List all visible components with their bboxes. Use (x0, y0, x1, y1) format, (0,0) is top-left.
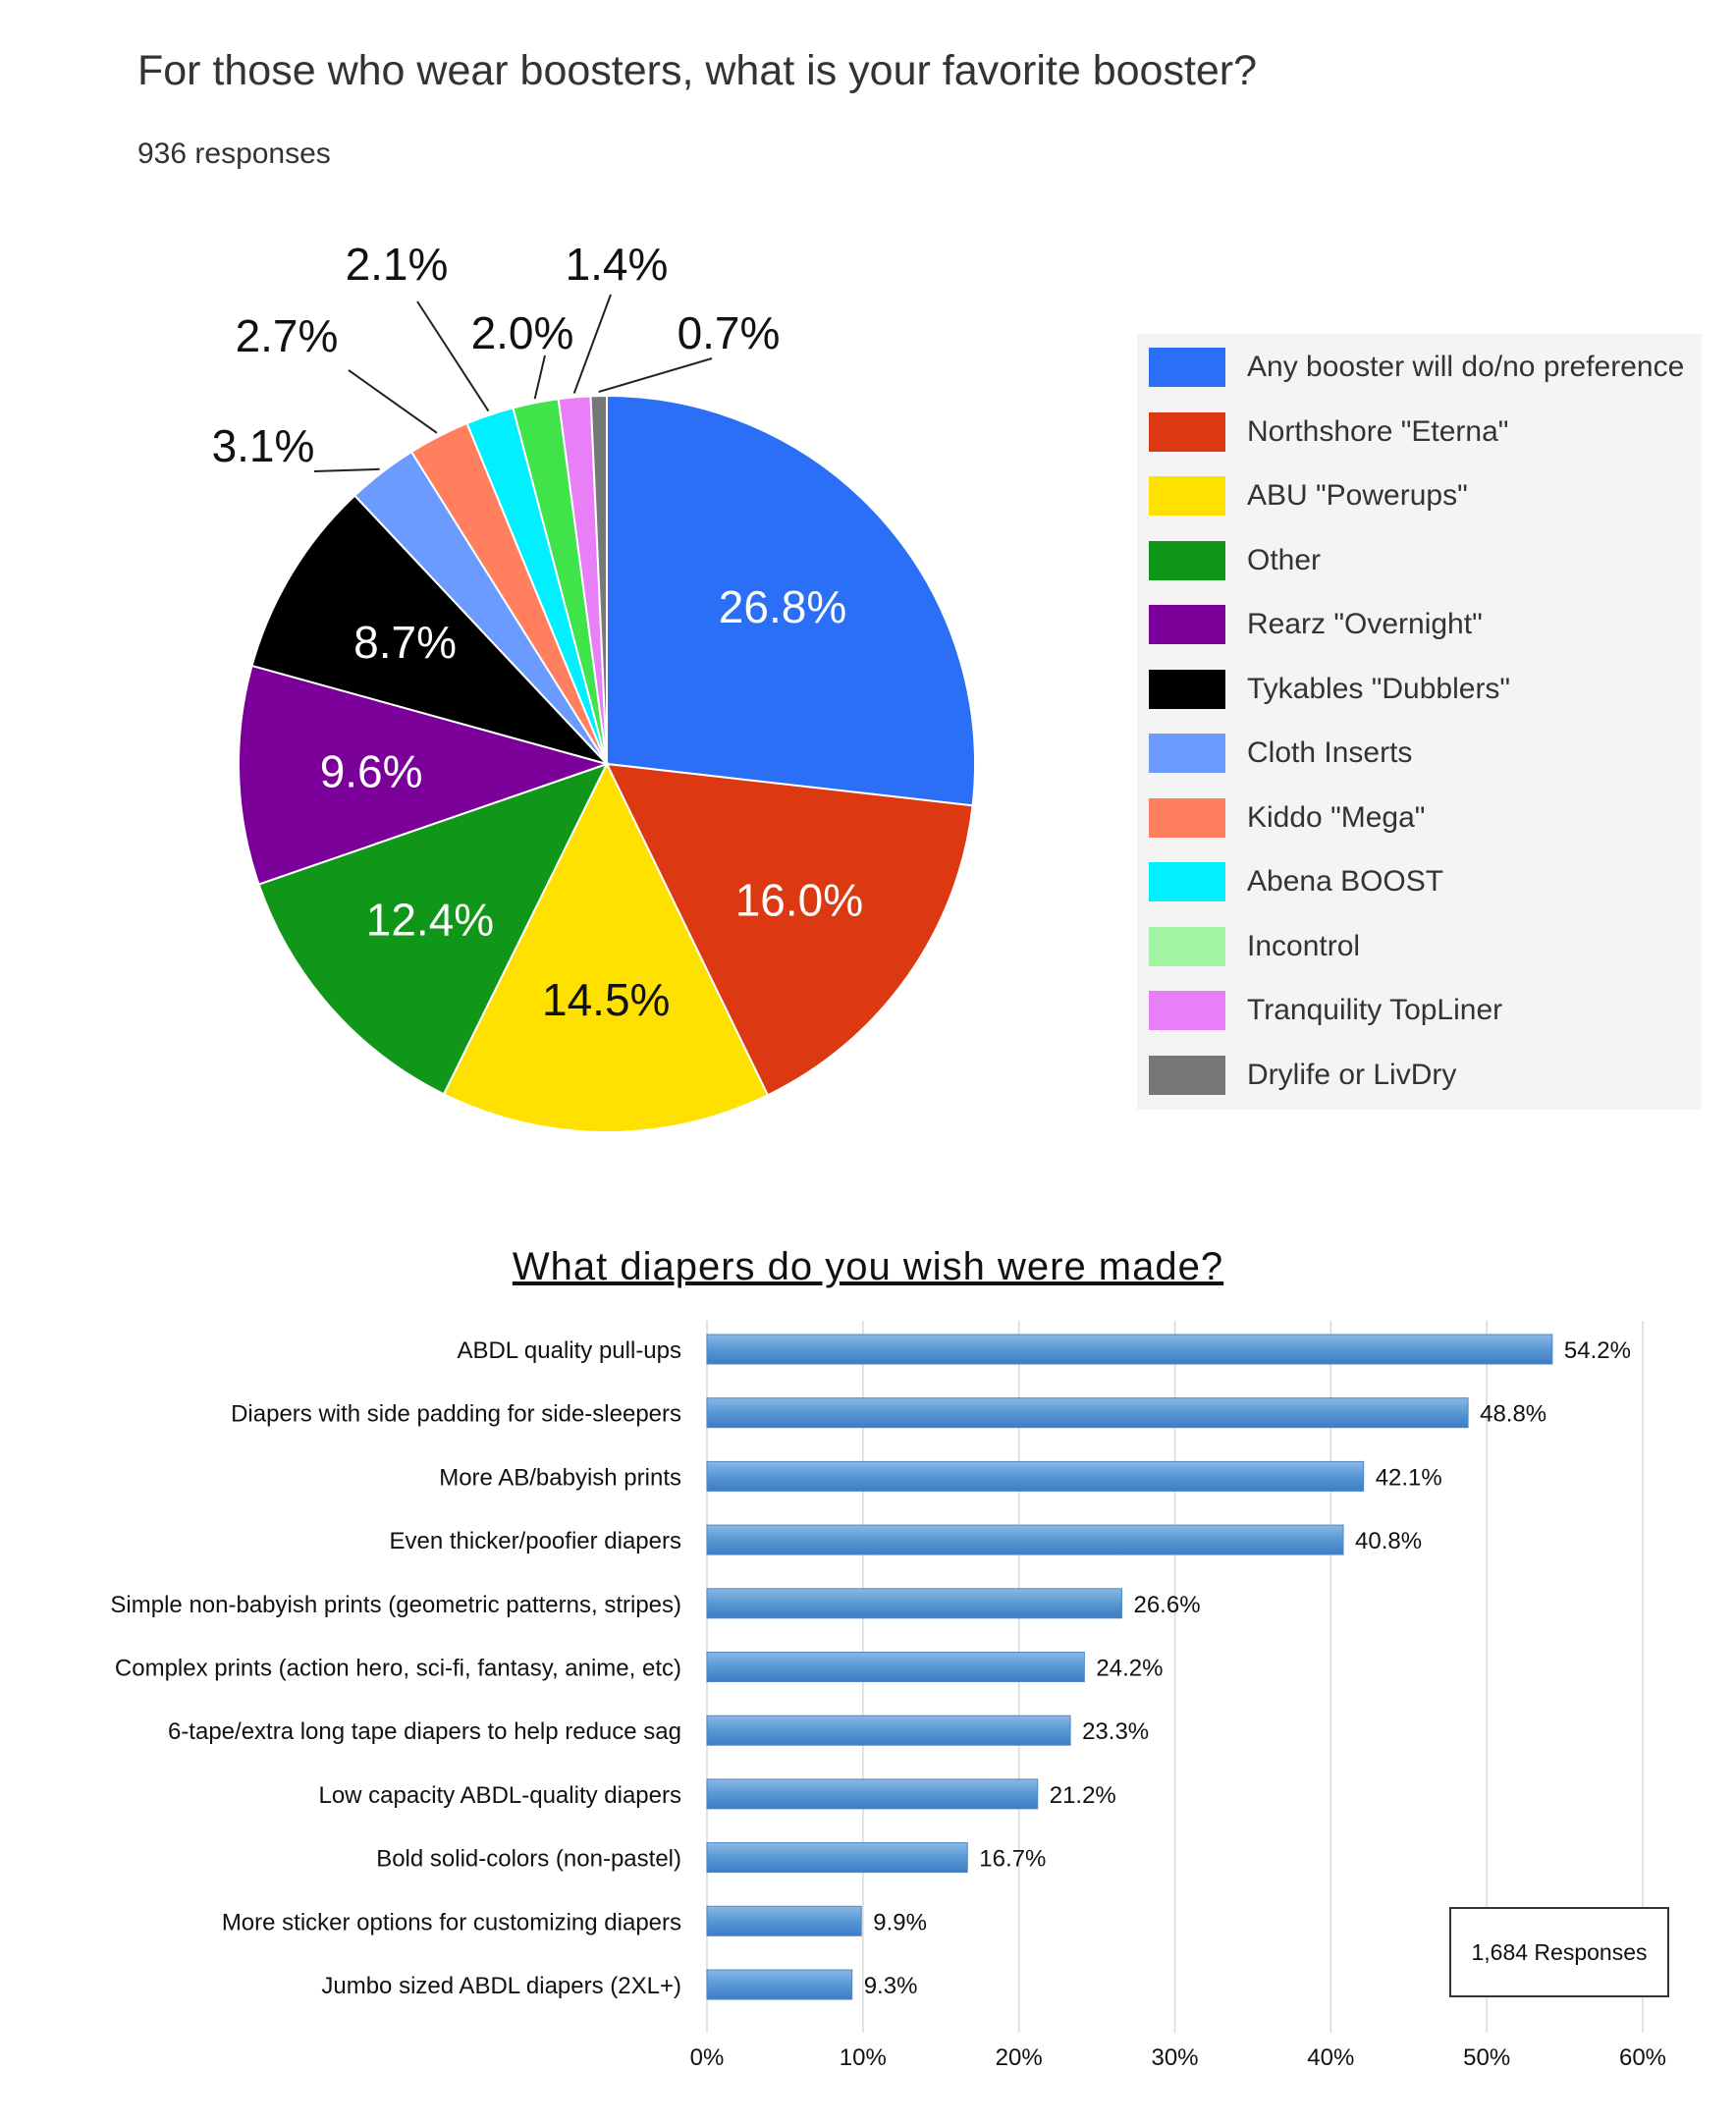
pie-data-label-4: 9.6% (320, 746, 423, 797)
bar-data-label: 40.8% (1355, 1528, 1422, 1554)
legend-label: Any booster will do/no preference (1247, 351, 1685, 383)
legend-label: Other (1247, 543, 1322, 576)
bar-data-label: 54.2% (1564, 1337, 1631, 1364)
pie-data-label-1: 16.0% (735, 875, 863, 926)
category-label: Diapers with side padding for side-sleep… (231, 1401, 681, 1428)
category-label: Bold solid-colors (non-pastel) (376, 1846, 681, 1873)
bar-data-label: 9.3% (864, 1973, 918, 1999)
pie-chart-subtitle: 936 responses (137, 137, 331, 170)
legend-label: Rearz "Overnight" (1247, 608, 1483, 640)
bar-data-label: 16.7% (979, 1846, 1046, 1873)
pie-leader-line-6 (313, 467, 380, 472)
legend-label: Abena BOOST (1247, 865, 1444, 898)
x-tick-label: 40% (1307, 2044, 1354, 2071)
bar (706, 1397, 1469, 1429)
pie-slice-3 (257, 762, 609, 1096)
legend-swatch (1149, 411, 1225, 452)
x-tick-label: 10% (840, 2044, 887, 2071)
pie-leader-line-10 (572, 294, 612, 394)
pie-slice-4 (238, 664, 611, 886)
pie-chart: 26.8% 16.0% 14.5% 12.4% 9.6% 8.7% 3.1% 2.7%2.1%… (212, 239, 976, 1133)
x-tick-label: 0% (690, 2044, 725, 2071)
bar-data-label: 42.1% (1376, 1464, 1442, 1491)
x-tick-label: 50% (1463, 2044, 1510, 2071)
x-tick-label: 30% (1151, 2044, 1198, 2071)
bar (706, 1334, 1553, 1365)
pie-data-label-7: 2.7% (236, 310, 339, 361)
legend-swatch (1149, 1055, 1225, 1095)
bar-data-label: 9.9% (873, 1909, 927, 1935)
pie-legend: Any booster will do/no preference Northsh… (1137, 334, 1702, 1110)
pie-slice-1 (605, 762, 974, 1097)
pie-chart-title: For those who wear boosters, what is you… (137, 47, 1258, 94)
x-tick-label: 20% (996, 2044, 1043, 2071)
bar-data-label: 23.3% (1082, 1718, 1149, 1745)
legend-label: Tranquility TopLiner (1247, 994, 1503, 1026)
pie-slice-11 (589, 394, 608, 765)
bar (706, 1715, 1071, 1746)
bar (706, 1778, 1039, 1810)
legend-swatch (1149, 540, 1225, 580)
legend-label: Incontrol (1247, 929, 1361, 962)
category-label: More sticker options for customizing dia… (222, 1909, 681, 1935)
category-label: Low capacity ABDL-quality diapers (318, 1782, 681, 1809)
legend-swatch (1149, 734, 1225, 773)
bar-data-label: 24.2% (1096, 1656, 1163, 1682)
category-label: Even thicker/poofier diapers (390, 1528, 682, 1554)
pie-data-label-2: 14.5% (542, 974, 670, 1025)
category-label: ABDL quality pull-ups (457, 1337, 681, 1364)
bar (706, 1905, 862, 1936)
legend-swatch (1149, 476, 1225, 516)
bar-data-label: 21.2% (1050, 1782, 1116, 1809)
bar-data-label: 26.6% (1133, 1592, 1200, 1618)
pie-slice-0 (606, 394, 976, 807)
pie-leader-line-11 (598, 357, 713, 394)
legend-label: Drylife or LivDry (1247, 1058, 1457, 1091)
x-tick-label: 60% (1619, 2044, 1666, 2071)
pie-leader-line-9 (533, 354, 546, 400)
legend-swatch (1149, 348, 1225, 387)
bar-data-label: 48.8% (1480, 1401, 1546, 1428)
category-label: 6-tape/extra long tape diapers to help r… (168, 1718, 681, 1745)
pie-slice-2 (442, 761, 770, 1133)
legend-swatch (1149, 862, 1225, 901)
legend-swatch (1149, 991, 1225, 1030)
legend-swatch (1149, 669, 1225, 709)
bar (706, 1969, 853, 2000)
responses-annotation: 1,684 Responses (1449, 1907, 1669, 1997)
bar (706, 1842, 968, 1874)
legend-label: Northshore "Eterna" (1247, 414, 1509, 448)
pie-data-label-5: 8.7% (353, 617, 457, 668)
legend-label: Tykables "Dubblers" (1247, 672, 1511, 705)
pie-data-label-9: 2.0% (471, 307, 574, 358)
category-label: Simple non-babyish prints (geometric pat… (110, 1592, 681, 1618)
category-label: More AB/babyish prints (439, 1464, 681, 1491)
category-label: Complex prints (action hero, sci-fi, fan… (115, 1656, 681, 1682)
bar (706, 1588, 1122, 1619)
bar (706, 1524, 1344, 1555)
category-label: Jumbo sized ABDL diapers (2XL+) (321, 1973, 681, 1999)
bar-chart-title: What diapers do you wish were made? (512, 1245, 1224, 1288)
legend-swatch (1149, 926, 1225, 966)
legend-swatch (1149, 797, 1225, 838)
legend-label: Cloth Inserts (1247, 736, 1413, 769)
legend-label: ABU "Powerups" (1247, 479, 1468, 512)
legend-label: Kiddo "Mega" (1247, 800, 1426, 834)
pie-slice-5 (250, 494, 611, 766)
pie-data-label-8: 2.1% (346, 239, 449, 290)
bar (706, 1652, 1085, 1682)
pie-leader-line-8 (416, 300, 490, 412)
pie-leader-line-7 (348, 369, 438, 434)
bar (706, 1460, 1365, 1492)
legend-swatch (1149, 605, 1225, 644)
pie-data-label-3: 12.4% (366, 895, 494, 946)
pie-data-label-0: 26.8% (719, 581, 846, 632)
pie-data-label-11: 0.7% (678, 307, 781, 358)
pie-data-label-6: 3.1% (212, 420, 315, 471)
pie-data-label-10: 1.4% (566, 239, 669, 290)
